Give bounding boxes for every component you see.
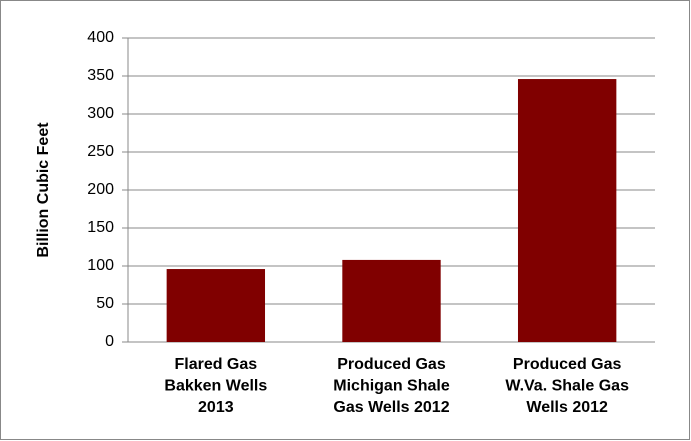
bar bbox=[166, 269, 266, 342]
x-tick-label: Wells 2012 bbox=[526, 399, 608, 416]
x-tick-label: Michigan Shale bbox=[333, 378, 450, 395]
y-tick-label: 50 bbox=[96, 295, 114, 312]
bar bbox=[342, 259, 441, 342]
x-tick-label: Produced Gas bbox=[337, 356, 446, 373]
y-tick-label: 350 bbox=[87, 67, 114, 84]
x-tick-label: 2013 bbox=[198, 399, 234, 416]
x-tick-label: Bakken Wells bbox=[164, 378, 267, 395]
bar bbox=[517, 79, 617, 342]
y-tick-label: 200 bbox=[87, 181, 114, 198]
y-axis-title: Billion Cubic Feet bbox=[35, 122, 52, 258]
y-tick-label: 250 bbox=[87, 143, 114, 160]
x-tick-label: Flared Gas bbox=[174, 356, 257, 373]
x-tick-label: W.Va. Shale Gas bbox=[505, 378, 629, 395]
y-tick-label: 100 bbox=[87, 257, 114, 274]
x-tick-label: Gas Wells 2012 bbox=[333, 399, 449, 416]
y-tick-label: 150 bbox=[87, 219, 114, 236]
y-tick-label: 0 bbox=[105, 333, 114, 350]
y-tick-label: 300 bbox=[87, 105, 114, 122]
y-tick-label: 400 bbox=[87, 29, 114, 46]
x-tick-label: Produced Gas bbox=[513, 356, 622, 373]
